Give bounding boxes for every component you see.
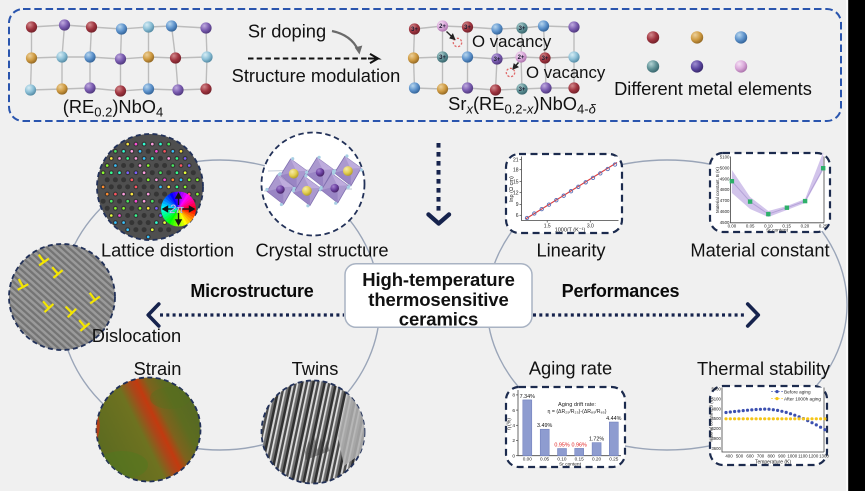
- svg-text:5400: 5400: [711, 387, 721, 392]
- svg-text:500: 500: [736, 454, 744, 459]
- svg-text:Material constant, B (K): Material constant, B (K): [715, 167, 720, 213]
- svg-text:3+: 3+: [464, 25, 471, 31]
- svg-text:Srx(RE0.2-x)NbO4-δ: Srx(RE0.2-x)NbO4-δ: [448, 93, 596, 117]
- svg-text:4600: 4600: [720, 209, 730, 214]
- svg-text:3+: 3+: [411, 27, 418, 33]
- svg-text:4900: 4900: [720, 176, 730, 181]
- svg-text:Crystal structure: Crystal structure: [255, 240, 388, 261]
- svg-text:Thermal stability: Thermal stability: [697, 358, 831, 379]
- svg-text:12: 12: [513, 190, 519, 196]
- svg-text:High-temperature: High-temperature: [362, 269, 515, 290]
- svg-text:0.25: 0.25: [819, 224, 828, 229]
- svg-text:Structure modulation: Structure modulation: [232, 65, 401, 86]
- svg-text:Different metal elements: Different metal elements: [614, 78, 812, 99]
- svg-text:(RE0.2)NbO4: (RE0.2)NbO4: [63, 96, 163, 120]
- svg-text:3+: 3+: [519, 26, 526, 32]
- svg-text:3900: 3900: [711, 436, 721, 441]
- svg-text:4800: 4800: [720, 187, 730, 192]
- svg-text:400: 400: [725, 454, 733, 459]
- svg-text:5100: 5100: [711, 396, 721, 401]
- svg-text:1.72%: 1.72%: [589, 437, 604, 443]
- svg-text:5100: 5100: [720, 155, 730, 160]
- svg-text:1000/T (K⁻¹): 1000/T (K⁻¹): [555, 228, 586, 234]
- svg-text:6: 6: [512, 408, 515, 414]
- svg-text:1200: 1200: [809, 454, 819, 459]
- svg-text:15: 15: [513, 179, 519, 185]
- svg-text:Microstructure: Microstructure: [190, 281, 313, 301]
- svg-text:3.49%: 3.49%: [537, 423, 552, 429]
- svg-text:Aging drift rate:: Aging drift rate:: [558, 402, 596, 408]
- svg-text:800: 800: [768, 454, 776, 459]
- svg-text:0.10: 0.10: [557, 456, 567, 461]
- svg-text:0.15: 0.15: [782, 224, 791, 229]
- svg-text:4: 4: [512, 423, 515, 429]
- svg-text:4800: 4800: [711, 406, 721, 411]
- svg-text:2π: 2π: [168, 204, 183, 216]
- svg-text:ceramics: ceramics: [399, 309, 478, 330]
- svg-text:3+: 3+: [542, 56, 549, 62]
- svg-text:Before aging: Before aging: [784, 389, 811, 394]
- svg-text:1100: 1100: [798, 454, 808, 459]
- svg-text:Linearity: Linearity: [536, 240, 606, 261]
- svg-text:4200: 4200: [711, 426, 721, 431]
- svg-text:3600: 3600: [711, 446, 721, 451]
- svg-text:Material constant: Material constant: [690, 240, 829, 261]
- svg-text:Material constant, B (K): Material constant, B (K): [709, 398, 714, 442]
- svg-text:Temperature (K): Temperature (K): [755, 460, 791, 466]
- svg-text:9: 9: [516, 202, 519, 208]
- svg-text:Twins: Twins: [292, 358, 339, 379]
- svg-text:2+: 2+: [518, 55, 525, 61]
- svg-text:4500: 4500: [711, 416, 721, 421]
- svg-text:0.05: 0.05: [746, 224, 755, 229]
- svg-text:Strain: Strain: [134, 358, 182, 379]
- svg-text:Dislocation: Dislocation: [92, 325, 181, 346]
- svg-text:0.05: 0.05: [540, 456, 550, 461]
- svg-text:18: 18: [513, 168, 519, 174]
- svg-text:21: 21: [513, 157, 519, 163]
- svg-text:Sr doping: Sr doping: [248, 21, 326, 42]
- svg-text:2+: 2+: [439, 24, 446, 30]
- svg-text:0.10: 0.10: [764, 224, 773, 229]
- svg-text:0.00: 0.00: [523, 456, 533, 461]
- svg-text:0.00: 0.00: [728, 224, 737, 229]
- svg-text:1000: 1000: [787, 454, 797, 459]
- svg-text:4500: 4500: [720, 220, 730, 225]
- svg-text:Lattice distortion: Lattice distortion: [101, 240, 234, 261]
- svg-text:3+: 3+: [439, 55, 446, 61]
- svg-text:6: 6: [516, 213, 519, 219]
- svg-text:5000: 5000: [720, 165, 730, 170]
- svg-text:After 1000h aging: After 1000h aging: [784, 396, 821, 401]
- svg-text:3+: 3+: [494, 57, 501, 63]
- svg-text:700: 700: [757, 454, 765, 459]
- svg-text:600: 600: [746, 454, 754, 459]
- svg-text:0.96%: 0.96%: [572, 442, 587, 448]
- svg-text:0.20: 0.20: [592, 456, 602, 461]
- svg-text:0: 0: [512, 453, 515, 459]
- svg-text:η = (ΔR₂₅/R₂₅)-(ΔR₈₅/R₈₅): η = (ΔR₂₅/R₂₅)-(ΔR₈₅/R₈₅): [548, 409, 607, 415]
- svg-text:0.15: 0.15: [575, 456, 585, 461]
- svg-text:Sr content: Sr content: [559, 461, 582, 467]
- svg-text:Performances: Performances: [562, 281, 680, 301]
- svg-text:lnρ (Ω cm): lnρ (Ω cm): [509, 176, 515, 202]
- svg-text:4.44%: 4.44%: [606, 416, 621, 422]
- svg-text:O vacancy: O vacancy: [472, 32, 552, 51]
- svg-text:0.25: 0.25: [609, 456, 619, 461]
- svg-text:3.0: 3.0: [587, 224, 594, 230]
- svg-text:O vacancy: O vacancy: [526, 63, 606, 82]
- svg-text:8: 8: [512, 393, 515, 399]
- svg-text:thermosensitive: thermosensitive: [368, 289, 508, 310]
- svg-text:900: 900: [778, 454, 786, 459]
- svg-text:0.95%: 0.95%: [554, 443, 569, 449]
- svg-text:Sr content: Sr content: [766, 227, 789, 233]
- svg-text:7.34%: 7.34%: [520, 394, 535, 400]
- svg-text:η (%): η (%): [507, 418, 513, 430]
- svg-text:1.5: 1.5: [544, 224, 551, 230]
- svg-text:3+: 3+: [519, 87, 526, 93]
- svg-text:2: 2: [512, 438, 515, 444]
- svg-text:4700: 4700: [720, 198, 730, 203]
- svg-text:0.20: 0.20: [801, 224, 810, 229]
- svg-text:1300: 1300: [819, 454, 829, 459]
- svg-text:Aging rate: Aging rate: [529, 358, 612, 379]
